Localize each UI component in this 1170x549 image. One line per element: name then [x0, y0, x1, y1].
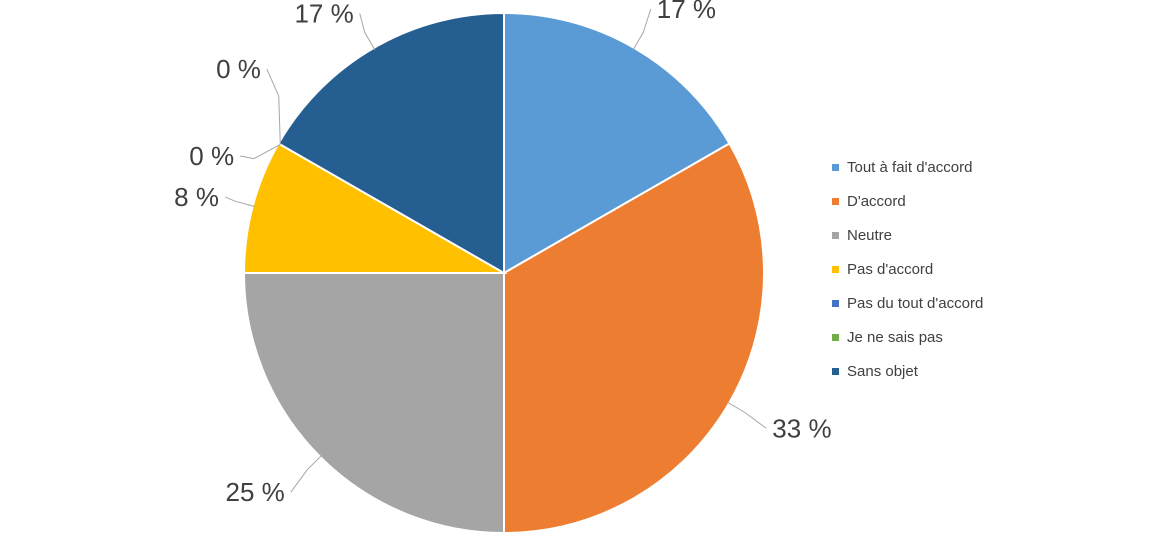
legend-swatch	[832, 333, 839, 341]
legend-item-tout-fait-d-accord: Tout à fait d'accord	[832, 150, 983, 184]
leader-line-neutre	[290, 455, 322, 493]
legend-swatch	[832, 197, 839, 205]
data-label-pas-d-accord: 8 %	[174, 182, 219, 212]
data-label-sans-objet: 17 %	[294, 0, 353, 28]
legend-label: Neutre	[847, 226, 893, 244]
legend-item-neutre: Neutre	[832, 218, 983, 252]
data-label-neutre: 25 %	[226, 477, 285, 507]
legend-swatch	[832, 367, 839, 375]
data-label-pas-du-tout-d-accord: 0 %	[189, 141, 234, 171]
data-label-je-ne-sais-pas: 0 %	[216, 54, 261, 84]
legend-label: Pas d'accord	[847, 260, 934, 278]
legend-swatch	[832, 163, 839, 171]
leader-line-d-accord	[727, 401, 767, 429]
legend-label: D'accord	[847, 192, 906, 210]
legend-label: Tout à fait d'accord	[847, 158, 973, 176]
legend-label: Je ne sais pas	[847, 328, 943, 346]
legend-swatch	[832, 299, 839, 307]
legend-item-d-accord: D'accord	[832, 184, 983, 218]
legend-label: Pas du tout d'accord	[847, 294, 984, 312]
legend-label: Sans objet	[847, 362, 918, 380]
leader-line-je-ne-sais-pas	[266, 68, 281, 145]
legend-item-sans-objet: Sans objet	[832, 354, 983, 388]
legend-item-je-ne-sais-pas: Je ne sais pas	[832, 320, 983, 354]
leader-line-tout-fait-d-accord	[632, 8, 652, 50]
legend-item-pas-d-accord: Pas d'accord	[832, 252, 983, 286]
leader-line-pas-d-accord	[224, 196, 255, 207]
data-label-tout-fait-d-accord: 17 %	[657, 0, 716, 24]
legend: Tout à fait d'accord D'accord Neutre Pas d'…	[832, 150, 983, 388]
leader-line-sans-objet	[359, 13, 376, 50]
data-label-d-accord: 33 %	[772, 413, 831, 443]
legend-swatch	[832, 231, 839, 239]
legend-swatch	[832, 265, 839, 273]
legend-item-pas-du-tout-d-accord: Pas du tout d'accord	[832, 286, 983, 320]
leader-line-pas-du-tout-d-accord	[239, 144, 281, 160]
